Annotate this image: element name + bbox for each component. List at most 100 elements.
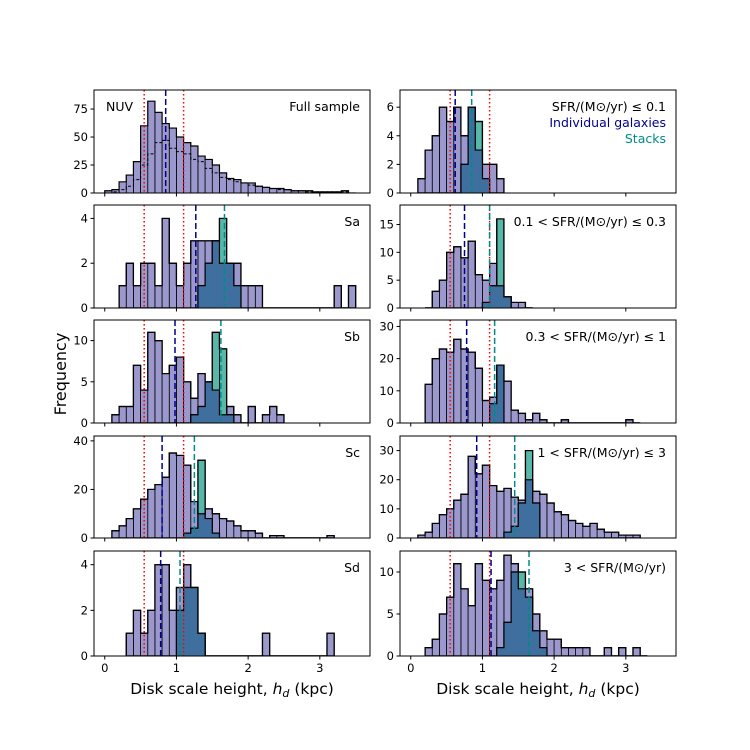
- x-tick-label: 2: [550, 661, 557, 675]
- panel-plot-area: [111, 320, 285, 423]
- panel-frame: [399, 89, 677, 194]
- y-tick-label: 0: [81, 186, 88, 200]
- y-tick-label: 30: [379, 319, 394, 333]
- x-axis-label-left: Disk scale height, hd (kpc): [130, 680, 334, 700]
- panel-plot-area: [104, 90, 356, 193]
- panel-title: 0.1 < SFR/(M⊙/yr) ≤ 0.3: [514, 214, 666, 229]
- panel-frame: [399, 204, 677, 309]
- y-tick-label: 6: [387, 100, 394, 114]
- x-tick-label: 3: [622, 661, 629, 675]
- panel-sfr-3: 0 10 20 30 0.3 < SFR/(M⊙/yr) ≤ 1: [379, 319, 677, 430]
- y-tick-label: 4: [387, 129, 394, 143]
- panel-title: Sa: [344, 214, 360, 229]
- y-tick-label: 5: [387, 607, 394, 621]
- y-tick-label: 4: [81, 211, 88, 225]
- panel-plot-area: [424, 320, 641, 423]
- panel-frame: [399, 435, 677, 539]
- panel-frame: [93, 89, 371, 194]
- y-tick-label: 30: [379, 444, 394, 458]
- panel-title: Sc: [345, 445, 360, 460]
- panel-plot-area: [424, 551, 648, 656]
- y-tick-label: 0: [81, 531, 88, 545]
- y-tick-label: 10: [379, 245, 394, 259]
- panel-plot-area: [417, 436, 641, 538]
- y-tick-label: 0: [387, 649, 394, 663]
- panel-sfr-5: 0 5 10 0 1 2 3 3 < SFR/(M⊙/yr): [379, 550, 677, 675]
- panel-sc: 0 20 40 Sc: [73, 434, 371, 545]
- panel-frame: [93, 204, 371, 309]
- y-tick-label: 0: [387, 416, 394, 430]
- y-tick-label: 10: [379, 565, 394, 579]
- overlap-fill: [126, 587, 335, 656]
- y-tick-label: 10: [73, 334, 88, 348]
- y-tick-label: 50: [73, 130, 88, 144]
- panel-title: 0.3 < SFR/(M⊙/yr) ≤ 1: [526, 329, 666, 344]
- y-tick-label: 4: [81, 558, 88, 572]
- y-tick-label: 2: [81, 603, 88, 617]
- y-tick-label: 2: [387, 157, 394, 171]
- y-tick-label: 20: [379, 352, 394, 366]
- panel-plot-area: [118, 205, 357, 308]
- panel-plot-area: [125, 551, 335, 656]
- y-tick-label: 5: [387, 273, 394, 287]
- band-label: NUV: [106, 99, 133, 114]
- x-axis-label-right: Disk scale height, hd (kpc): [436, 680, 640, 700]
- panel-sfr-4: 0 10 20 30 1 < SFR/(M⊙/yr) ≤ 3: [379, 435, 677, 545]
- panel-frame: [93, 550, 371, 657]
- y-tick-label: 10: [379, 502, 394, 516]
- individual-histogram-fill: [111, 453, 335, 538]
- stacks-histogram-outline: [417, 449, 641, 538]
- panel-frame: [93, 435, 371, 539]
- x-tick-label: 2: [244, 661, 251, 675]
- individual-histogram-fill: [425, 555, 648, 656]
- individual-histogram-fill: [425, 339, 641, 423]
- panel-plot-area: [425, 205, 533, 308]
- y-tick-label: 20: [73, 482, 88, 496]
- y-tick-label: 0: [387, 531, 394, 545]
- y-tick-label: 10: [379, 384, 394, 398]
- y-axis-label: Frequency: [51, 333, 70, 416]
- panel-title: Sb: [344, 329, 360, 344]
- panel-sfr-2: 0 5 10 15 0.1 < SFR/(M⊙/yr) ≤ 0.3: [379, 204, 677, 315]
- y-tick-label: 0: [81, 416, 88, 430]
- y-tick-label: 0: [387, 301, 394, 315]
- individual-histogram-outline: [118, 217, 357, 308]
- y-tick-label: 0: [81, 649, 88, 663]
- y-tick-label: 5: [81, 375, 88, 389]
- panel-sd: 0 2 4 0 1 2 3 Sd: [81, 550, 371, 675]
- panel-title: 1 < SFR/(M⊙/yr) ≤ 3: [537, 445, 666, 460]
- x-tick-label: 1: [173, 661, 180, 675]
- panel-plot-area: [417, 90, 505, 193]
- stacks-histogram-outline: [111, 331, 284, 423]
- panel-frame: [399, 550, 677, 657]
- y-tick-label: 20: [379, 473, 394, 487]
- individual-histogram-outline: [417, 106, 505, 193]
- y-tick-label: 15: [379, 217, 394, 231]
- y-tick-label: 0: [387, 186, 394, 200]
- stacks-histogram-outline: [111, 459, 335, 538]
- y-tick-label: 2: [81, 256, 88, 270]
- legend-individual-galaxies: Individual galaxies: [549, 115, 666, 130]
- overlap-fill: [417, 479, 641, 538]
- individual-histogram-outline: [111, 331, 285, 423]
- individual-histogram-outline: [111, 452, 335, 538]
- panel-frame: [93, 319, 371, 424]
- overlap-fill: [425, 572, 648, 656]
- stacks-histogram-outline: [119, 217, 356, 308]
- individual-histogram-outline: [424, 338, 641, 423]
- x-tick-label: 3: [316, 661, 323, 675]
- panel-full-sample: 0 25 50 75 Full sample NUV: [73, 89, 371, 200]
- panel-frame: [399, 319, 677, 424]
- stacks-histogram-outline: [425, 571, 648, 656]
- secondary-distribution-dashed-line: [104, 139, 356, 193]
- panel-sa: 0 2 4 Sa: [81, 204, 371, 315]
- overlap-fill: [119, 240, 356, 308]
- y-tick-label: 0: [81, 301, 88, 315]
- x-tick-label: 0: [407, 661, 414, 675]
- panel-title: SFR/(M⊙/yr) ≤ 0.1: [552, 99, 666, 114]
- panel-title: 3 < SFR/(M⊙/yr): [564, 560, 666, 575]
